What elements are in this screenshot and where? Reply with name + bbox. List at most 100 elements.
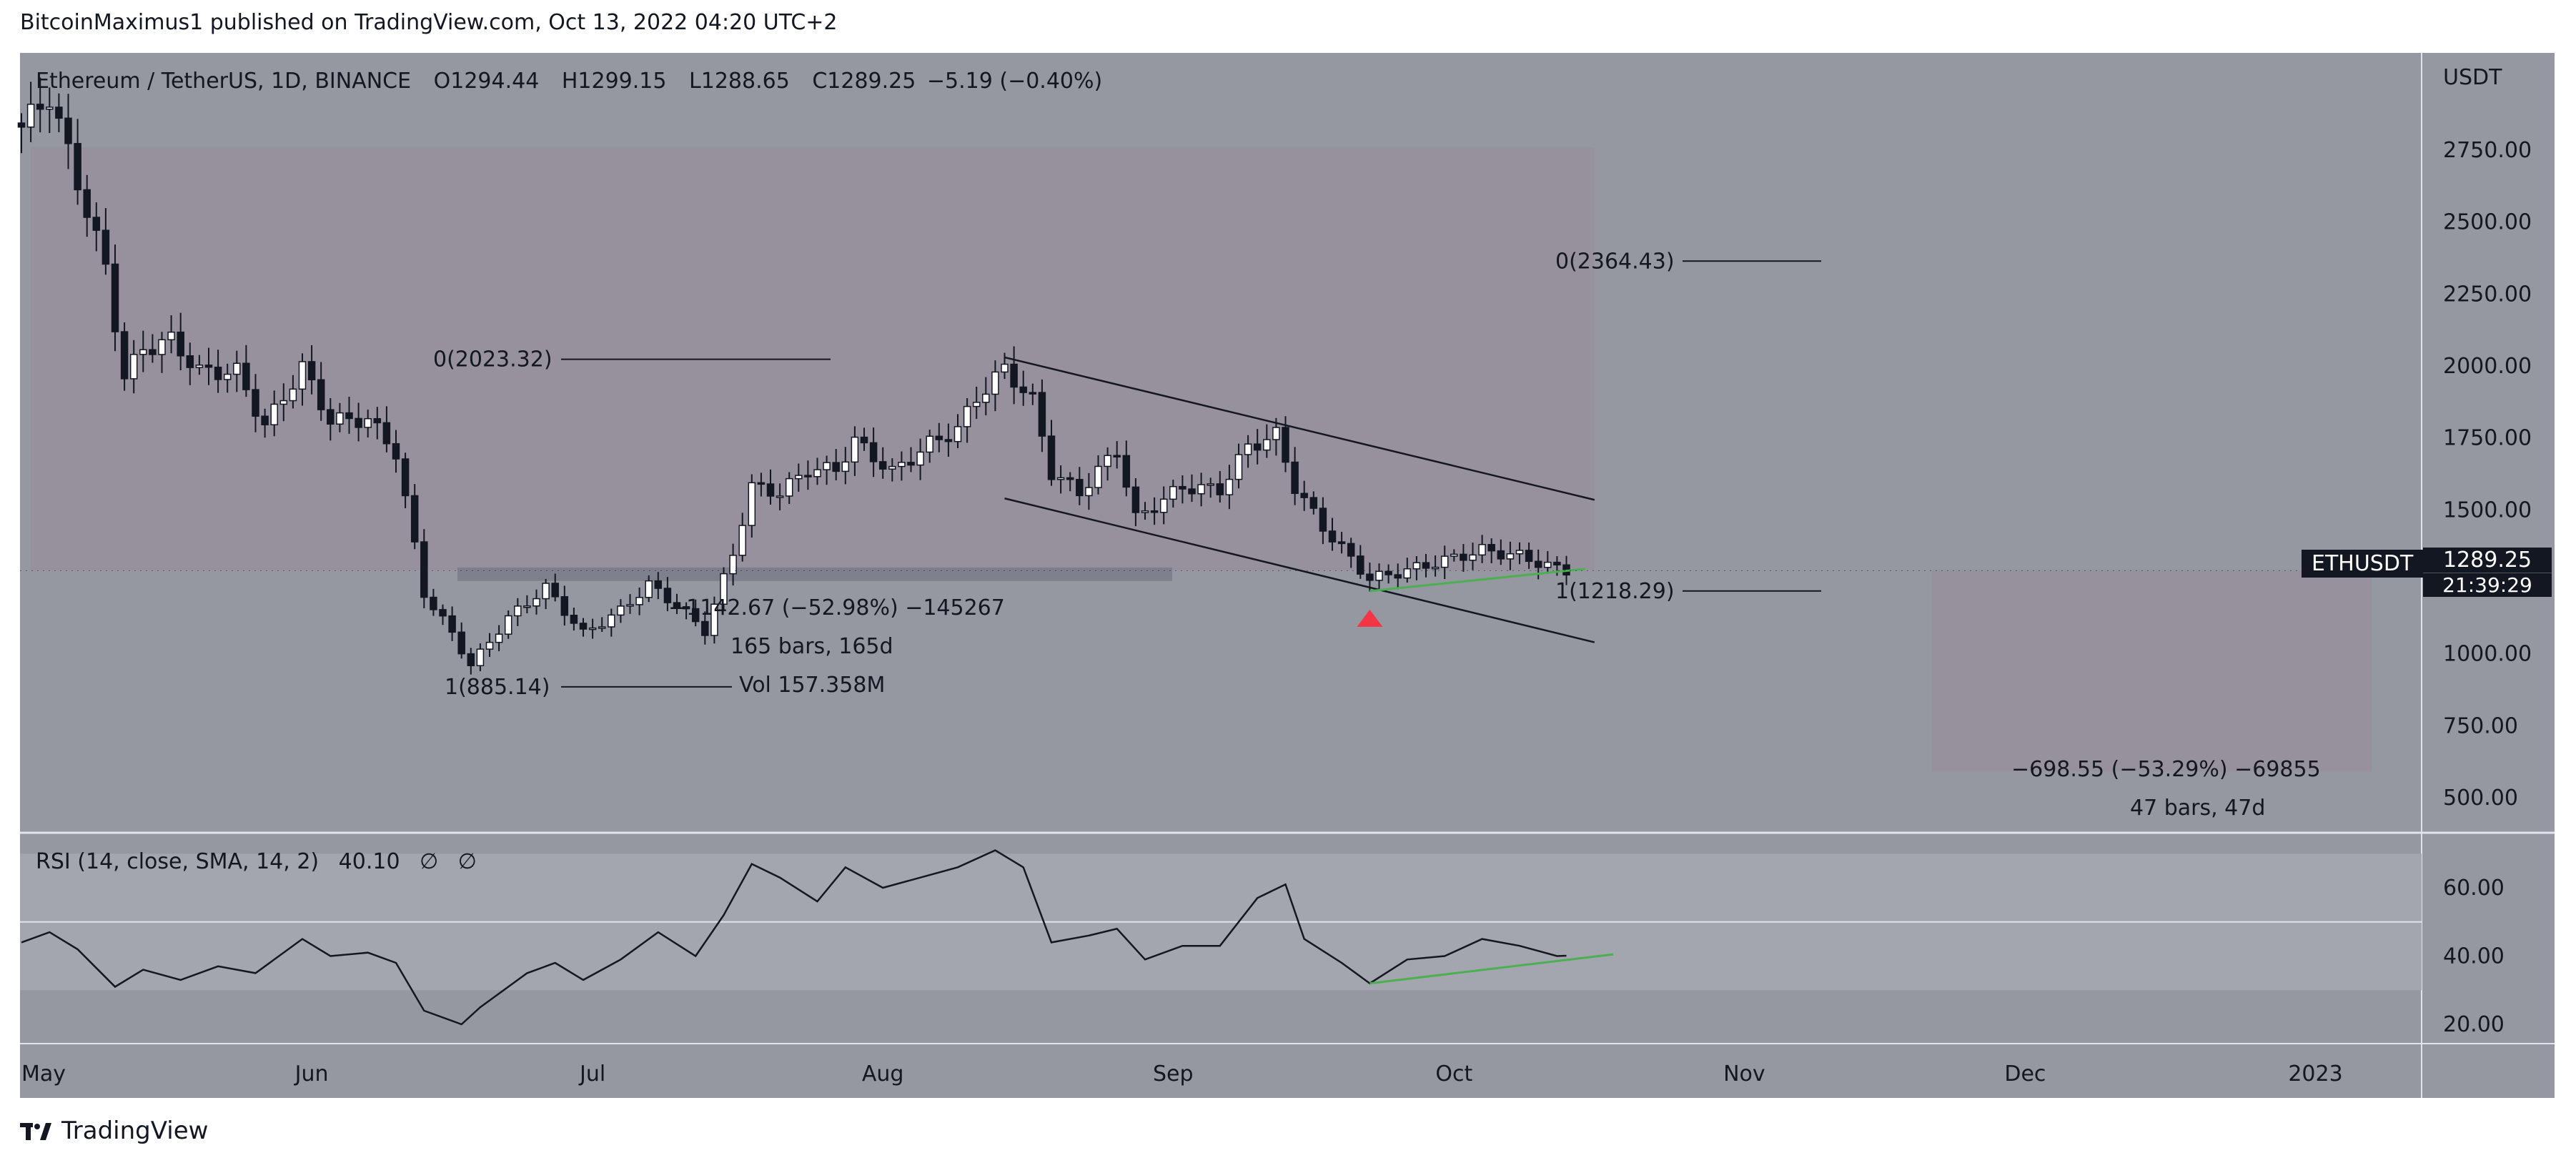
fib-label-bottom-right: 1(1218.29) <box>1555 579 1675 604</box>
candle-body <box>982 393 990 403</box>
rsi-legend: RSI (14, close, SMA, 14, 2) 40.10 ∅ ∅ <box>36 849 477 874</box>
date-tick-label: Dec <box>2004 1061 2046 1087</box>
candle-body <box>916 451 924 466</box>
candle-body <box>579 623 588 630</box>
candle-body <box>972 402 981 407</box>
candle-body <box>1357 555 1364 575</box>
candle-body <box>560 596 569 616</box>
rsi-tick-label: 20.00 <box>2443 1012 2505 1037</box>
candle-body <box>682 606 690 610</box>
fib-label-bottom-left: 1(885.14) <box>445 675 550 700</box>
candle-body <box>111 263 119 332</box>
candle-body <box>270 403 278 425</box>
date-tick-label: Sep <box>1153 1061 1194 1087</box>
rsi-legend-signal-1: ∅ <box>420 849 439 874</box>
candle-body <box>878 461 887 470</box>
bars-label-right: 47 bars, 47d <box>2130 796 2265 821</box>
candle-body <box>1403 568 1412 579</box>
tradingview-logo-icon <box>20 1123 51 1140</box>
candle-body <box>1169 485 1177 500</box>
candle-body <box>757 482 766 485</box>
candle-body <box>1207 483 1214 486</box>
candle-body <box>1094 465 1102 488</box>
date-tick-label: Nov <box>1723 1061 1765 1087</box>
candle-body <box>617 605 625 616</box>
candle-body <box>1076 478 1084 497</box>
channel-lower-line <box>1004 498 1595 643</box>
candle-body <box>907 462 915 466</box>
candle-body <box>401 458 410 497</box>
candle-body <box>410 495 419 543</box>
candle-body <box>120 331 129 380</box>
candle-body <box>1328 530 1337 543</box>
candle-body <box>149 349 157 355</box>
candle-body <box>139 349 147 355</box>
candle-body <box>261 415 269 425</box>
candle-body <box>748 482 756 526</box>
candle-body <box>1506 553 1515 560</box>
candle-body <box>1431 566 1440 570</box>
fib-label-top-right: 0(2364.43) <box>1555 249 1675 274</box>
candle-body <box>1019 386 1027 393</box>
candle-body <box>382 422 391 445</box>
price-green-trendline <box>1369 568 1585 593</box>
candle-body <box>1366 573 1374 581</box>
candle-body <box>1347 543 1355 557</box>
price-axis-unit: USDT <box>2443 65 2502 90</box>
candle-body <box>860 436 868 444</box>
candle-body <box>1450 553 1458 557</box>
candle-body <box>626 604 634 607</box>
candle-body <box>1478 544 1486 556</box>
candle-body <box>317 379 325 410</box>
volume-label-left: Vol 157.358M <box>739 673 885 698</box>
bar-countdown: 21:39:29 <box>2423 573 2552 597</box>
candle-body <box>841 461 850 472</box>
rsi-tick-label: 40.00 <box>2443 944 2505 969</box>
footer-brand: TradingView <box>61 1117 209 1145</box>
price-tick-label: 1500.00 <box>2443 498 2532 523</box>
candle-body <box>345 412 353 420</box>
candle-body <box>1113 455 1121 457</box>
candle-body <box>242 362 250 390</box>
candle-body <box>1131 486 1140 513</box>
candle-body <box>1487 544 1495 552</box>
candle-body <box>448 615 456 633</box>
price-tick-label: 1000.00 <box>2443 642 2532 667</box>
candle-body <box>1515 550 1524 555</box>
candle-body <box>1263 439 1271 451</box>
candle-body <box>439 609 447 617</box>
candle-body <box>935 435 943 440</box>
candle-body <box>1150 510 1159 513</box>
bars-label-left: 165 bars, 165d <box>730 634 893 659</box>
candle-body <box>485 641 494 650</box>
date-tick-label: Jul <box>578 1061 605 1087</box>
candle-body <box>1497 550 1505 560</box>
candle-body <box>1085 487 1093 497</box>
legend-change: −5.19 (−0.40%) <box>926 69 1103 94</box>
price-tick-label: 1750.00 <box>2443 426 2532 451</box>
candle-body <box>307 361 316 381</box>
candle-body <box>729 555 737 575</box>
legend-high-label: H <box>561 69 578 94</box>
candle-body <box>420 541 428 598</box>
candle-body <box>167 331 175 341</box>
rsi-legend-signal-2: ∅ <box>457 849 477 874</box>
candle-body <box>776 495 784 498</box>
date-axis <box>20 1044 2422 1098</box>
candle-body <box>1469 554 1477 561</box>
candle-body <box>1525 550 1533 563</box>
candle-body <box>373 417 382 424</box>
candle-body <box>804 475 812 477</box>
rsi-green-trendline <box>1369 953 1614 985</box>
candle-body <box>204 365 213 368</box>
candle-body <box>514 605 522 617</box>
legend-open-value: 1294.44 <box>450 69 540 94</box>
footer: TradingView <box>20 1117 208 1145</box>
candle-body <box>1066 477 1074 480</box>
candle-body <box>851 436 859 463</box>
candle-body <box>355 417 362 428</box>
candle-body <box>953 426 962 442</box>
candle-body <box>504 615 512 635</box>
candle-body <box>926 435 933 453</box>
